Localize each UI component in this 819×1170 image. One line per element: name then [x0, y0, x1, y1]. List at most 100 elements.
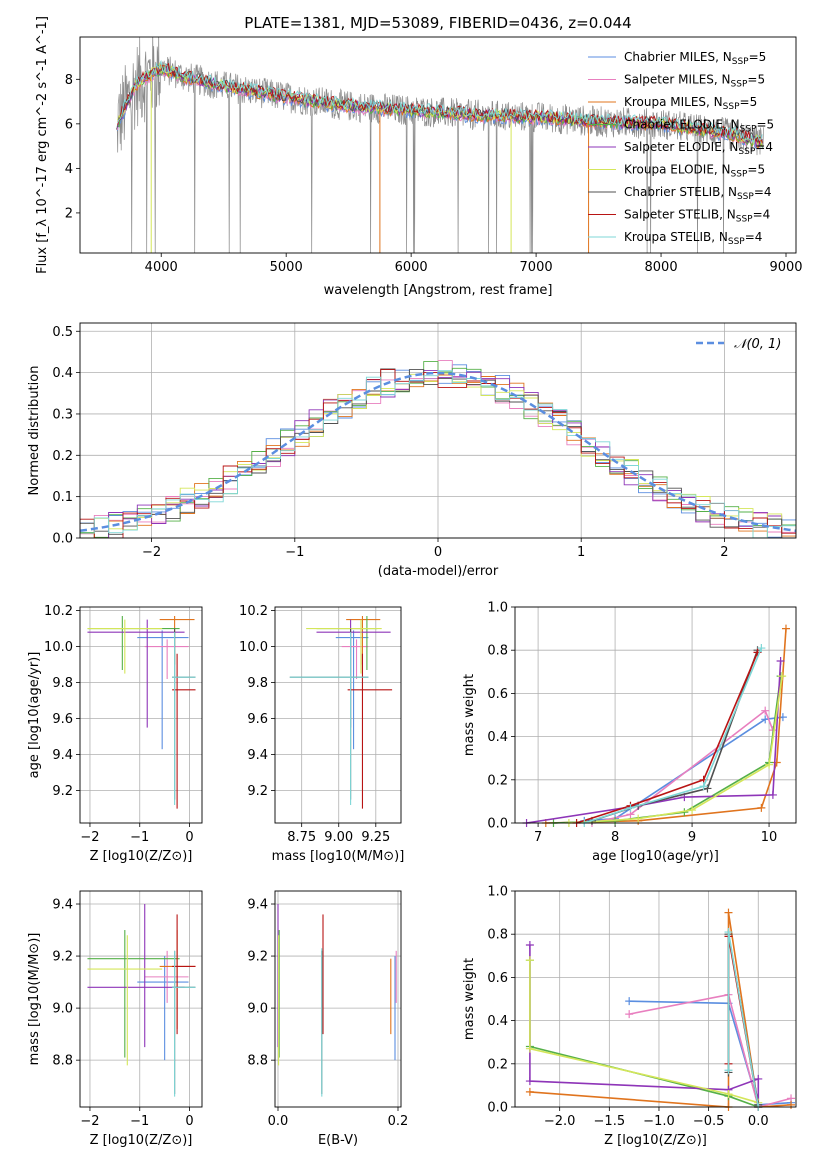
x-tick-label: 0.0	[268, 1114, 289, 1129]
y-tick-label: 10.2	[44, 604, 73, 619]
y-tick-label: 9.8	[247, 676, 268, 691]
y-axis-label: mass weight	[462, 958, 477, 1040]
mass-weight-vs-metallicity-panel: −2.0 −1.5 −1.0 −0.5 0.0 0.0 0.2 0.4 0.6 0.8 1.0 Z […	[462, 885, 797, 1148]
age-vs-metallicity-panel: −2 −1 0 9.2 9.4 9.6 9.8 10.0 10.2 Z [log10(Z/Z⊙)]…	[27, 604, 203, 864]
legend-entry: Salpeter ELODIE, NSSP=4	[624, 140, 773, 157]
x-tick-label: −1	[130, 830, 149, 845]
mass-weight-vs-age-panel: 7 8 9 10 0.0 0.2 0.4 0.6 0.8 1.0 age [log10(age/yr…	[462, 601, 797, 864]
weight-marker	[525, 1077, 534, 1086]
x-tick-label: 9000	[769, 260, 802, 275]
weight-marker	[761, 706, 770, 715]
weight-marker	[724, 908, 733, 917]
y-tick-label: 9.2	[247, 950, 268, 965]
y-tick-label: 0.2	[52, 449, 73, 464]
figure-title: PLATE=1381, MJD=53089, FIBERID=0436, z=0…	[244, 14, 631, 32]
weight-marker	[625, 997, 634, 1006]
legend-entry: 𝒩(0, 1)	[734, 337, 781, 352]
y-tick-label: 9.6	[247, 712, 268, 727]
y-tick-label: 10.0	[239, 640, 268, 655]
weight-marker	[724, 1066, 733, 1075]
axes-frame	[79, 606, 203, 824]
y-tick-label: 0.6	[487, 971, 508, 986]
y-tick-label: 9.6	[52, 712, 73, 727]
x-tick-label: −2.0	[544, 1114, 576, 1129]
y-tick-label: 0.8	[487, 644, 508, 659]
y-axis-label: Flux [f_λ 10^-17 erg cm^-2 s^-1 A^-1]	[35, 16, 50, 274]
weight-series-9	[584, 647, 763, 824]
model-spectrum-9	[117, 59, 763, 144]
y-axis-label: mass weight	[462, 674, 477, 756]
y-tick-label: 10.2	[239, 604, 268, 619]
x-tick-label: 7000	[520, 260, 553, 275]
weight-marker	[781, 624, 790, 633]
y-tick-label: 0.0	[487, 817, 508, 832]
legend-entry: Kroupa STELIB, NSSP=4	[624, 230, 762, 247]
y-tick-label: 0.5	[52, 325, 73, 340]
x-tick-label: 9.00	[324, 830, 353, 845]
y-tick-label: 0.1	[52, 490, 73, 505]
weight-marker	[634, 814, 643, 823]
x-tick-label: 7	[534, 830, 542, 845]
weight-marker	[754, 1074, 763, 1083]
x-axis-label: mass [log10(M/M⊙)]	[272, 849, 405, 864]
y-tick-label: 10.0	[44, 640, 73, 655]
weight-marker	[768, 790, 777, 799]
weight-marker	[626, 803, 635, 812]
y-tick-label: 0.0	[52, 532, 73, 547]
weight-marker	[525, 1044, 534, 1053]
weight-marker	[757, 644, 766, 653]
x-tick-label: −2	[142, 545, 161, 560]
legend-entry: Kroupa ELODIE, NSSP=5	[624, 163, 765, 180]
weight-marker	[724, 928, 733, 937]
x-axis-label: wavelength [Angstrom, rest frame]	[324, 283, 553, 298]
x-tick-label: 5000	[270, 260, 303, 275]
weight-series-8	[576, 652, 759, 824]
weight-marker	[699, 782, 708, 791]
y-tick-label: 9.4	[247, 748, 268, 763]
legend-entry: Chabrier STELIB, NSSP=4	[624, 185, 772, 202]
x-tick-label: 0.0	[748, 1114, 769, 1129]
y-tick-label: 0.4	[487, 1014, 508, 1029]
y-tick-label: 8.8	[247, 1054, 268, 1069]
y-tick-label: 9.0	[247, 1002, 268, 1017]
x-axis-label: (data-model)/error	[378, 564, 499, 579]
y-tick-label: 1.0	[487, 885, 508, 900]
weight-marker	[724, 1090, 733, 1099]
y-tick-label: 8	[65, 73, 73, 88]
y-tick-label: 9.4	[52, 898, 73, 913]
x-tick-label: 6000	[395, 260, 428, 275]
weight-marker	[525, 941, 534, 949]
weight-series-1	[629, 1000, 792, 1106]
age-vs-mass-panel: 8.75 9.00 9.25 9.2 9.4 9.6 9.8 10.0 10.2 mass [lo…	[239, 604, 404, 864]
weight-marker	[787, 1100, 796, 1109]
x-tick-label: 0	[185, 1114, 193, 1129]
weight-series-6	[529, 960, 759, 1104]
weight-marker	[757, 803, 766, 812]
weight-marker	[525, 1087, 534, 1096]
x-tick-label: 8000	[645, 260, 678, 275]
x-tick-label: 10	[761, 830, 778, 845]
y-tick-label: 0.0	[487, 1101, 508, 1116]
x-tick-label: −0.5	[693, 1114, 725, 1129]
x-tick-label: −2	[80, 830, 99, 845]
x-axis-label: age [log10(age/yr)]	[592, 849, 719, 864]
weight-series-2	[629, 993, 792, 1108]
axes-frame	[514, 890, 797, 1108]
x-tick-label: 0	[185, 830, 193, 845]
x-tick-label: 0	[434, 545, 442, 560]
weight-marker	[778, 672, 787, 681]
y-tick-label: 9.2	[52, 950, 73, 965]
x-tick-label: 8.75	[287, 830, 316, 845]
y-tick-label: 0.4	[487, 730, 508, 745]
legend-entry: Kroupa MILES, NSSP=5	[624, 95, 757, 112]
axes-frame	[274, 606, 402, 824]
weight-marker	[776, 657, 785, 665]
y-tick-label: 9.0	[52, 1002, 73, 1017]
y-tick-label: 0.6	[487, 687, 508, 702]
y-tick-label: 1.0	[487, 601, 508, 616]
weight-marker	[525, 956, 534, 965]
spectrum-panel: 4000 5000 6000 7000 8000 9000 2 4 6 8 Chabrier MIL…	[35, 16, 803, 298]
x-tick-label: 0.2	[388, 1114, 409, 1129]
legend-entry: Chabrier MILES, NSSP=5	[624, 50, 766, 67]
weight-marker	[765, 760, 774, 769]
